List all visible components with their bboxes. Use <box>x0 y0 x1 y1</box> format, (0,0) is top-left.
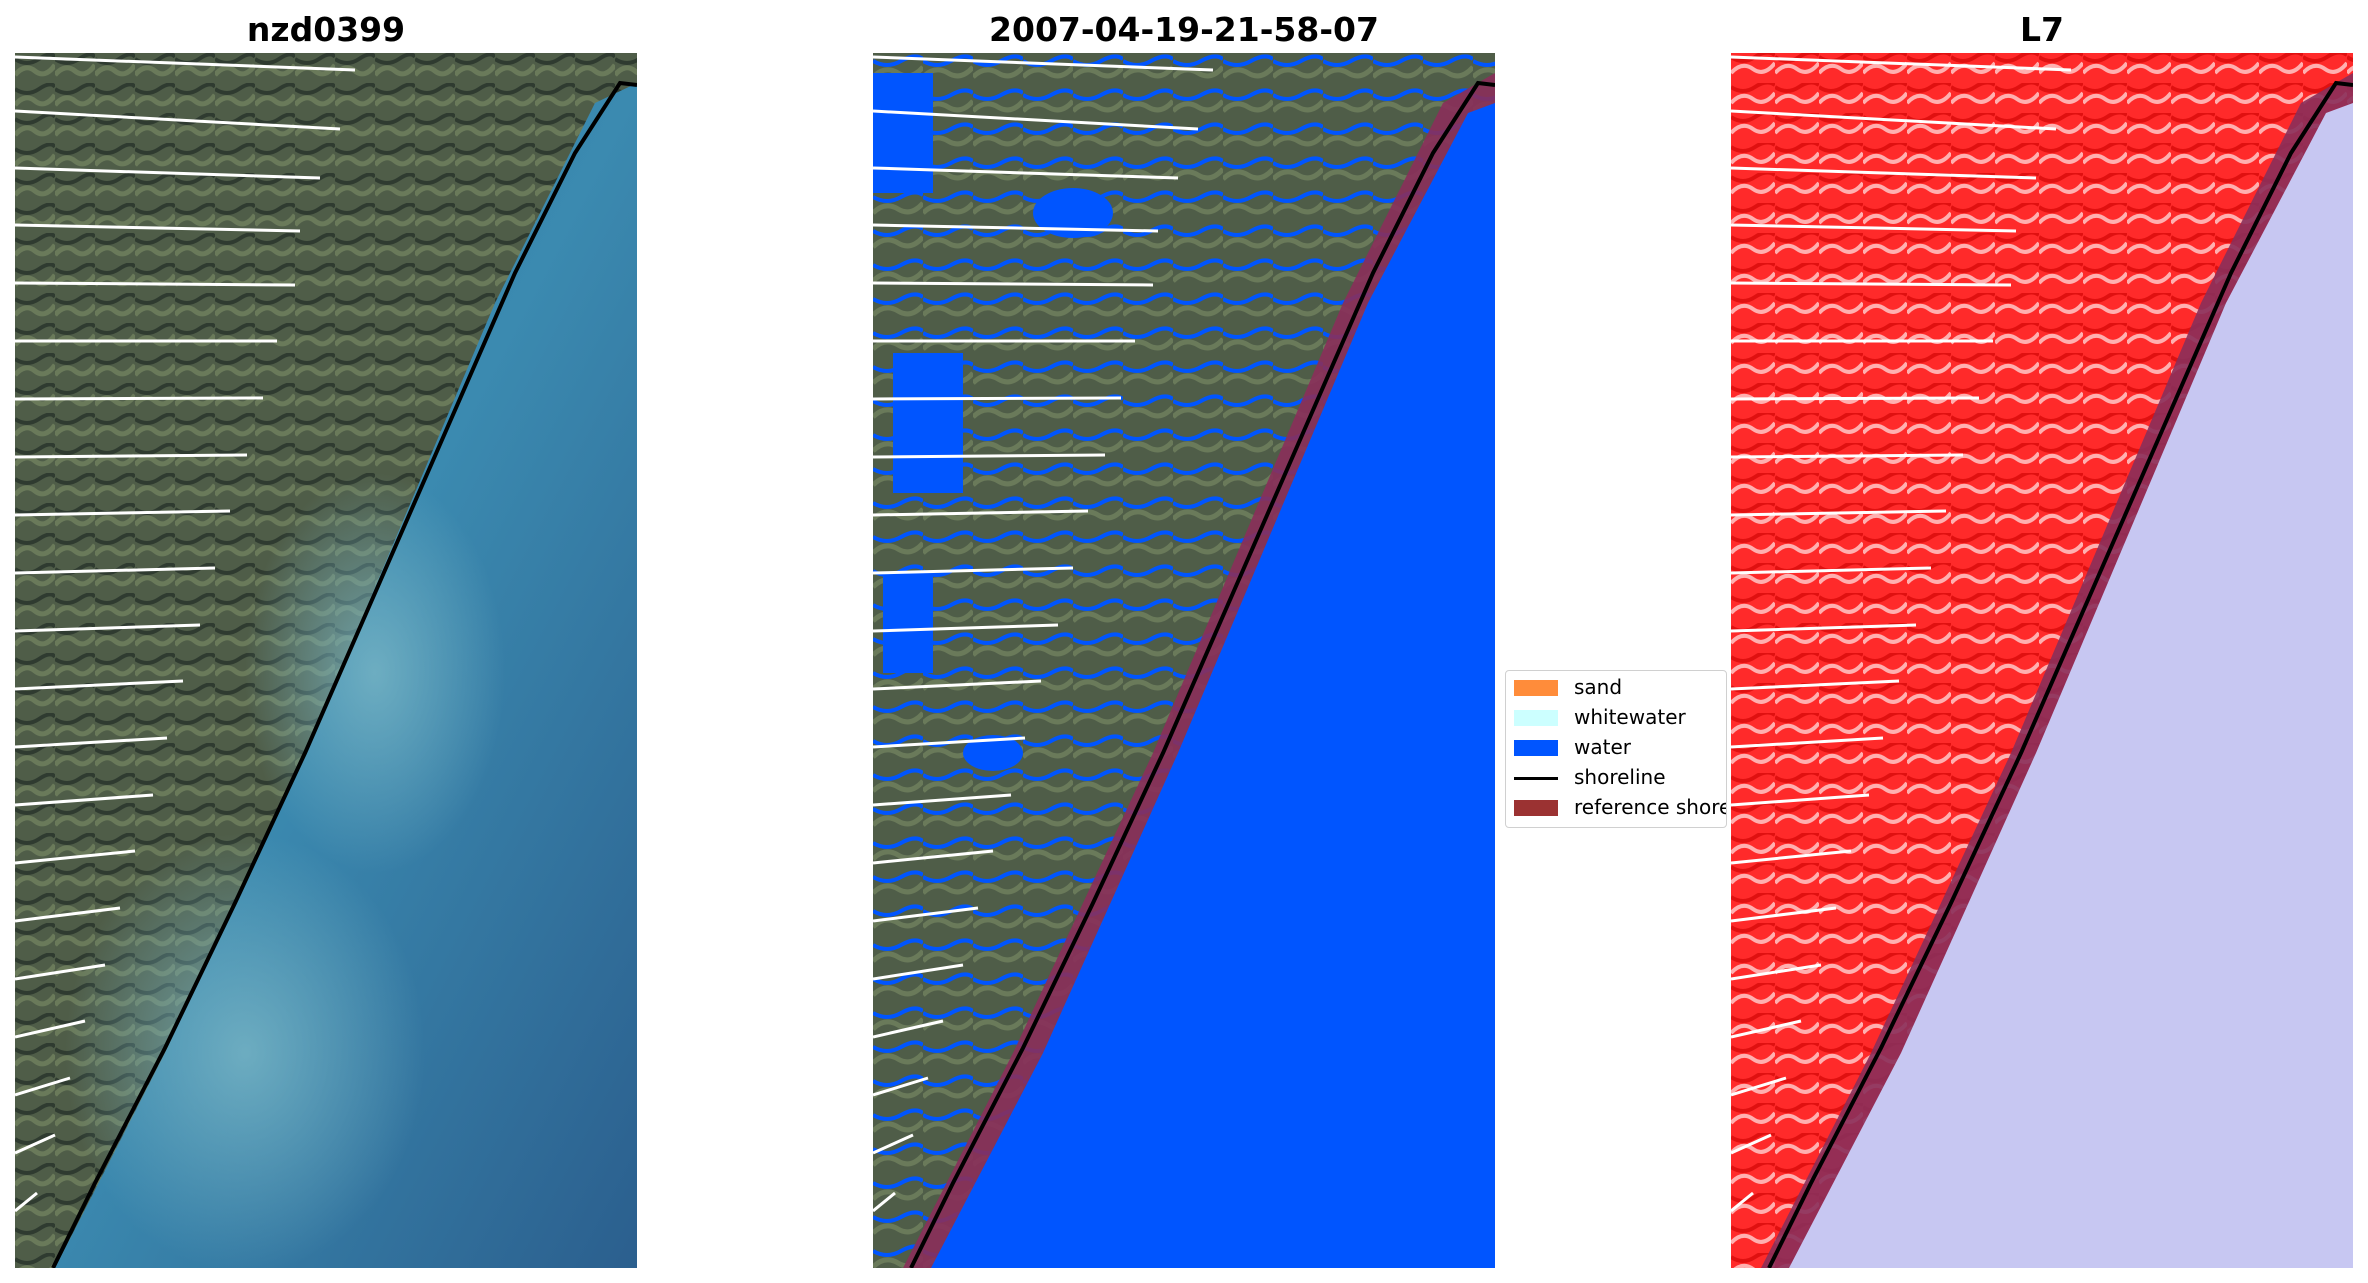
legend-item-reference-shoreline: reference shoreline <box>1514 793 1726 821</box>
shoreline <box>51 80 637 1268</box>
legend-label-reference-shoreline: reference shoreline <box>1574 795 1726 819</box>
legend-item-water: water <box>1514 733 1726 761</box>
classification-panel <box>873 53 1495 1268</box>
legend-item-sand: sand <box>1514 673 1726 701</box>
sand-swatch <box>1514 680 1558 696</box>
panel-3-title: L7 <box>2020 10 2064 49</box>
scan-gap-lines <box>15 55 356 1213</box>
rgb-image <box>15 53 637 1268</box>
legend-item-shoreline: shoreline <box>1514 763 1726 791</box>
shoreline-swatch <box>1514 777 1558 780</box>
legend-item-whitewater: whitewater <box>1514 703 1726 731</box>
reference-shoreline-swatch <box>1514 800 1558 816</box>
shoreline <box>1767 80 2353 1268</box>
shoreline <box>909 80 1495 1268</box>
panel-2-title: 2007-04-19-21-58-07 <box>989 10 1379 49</box>
mndwi-image <box>1731 53 2353 1268</box>
panel-1-title: nzd0399 <box>246 10 406 49</box>
legend-label-whitewater: whitewater <box>1574 705 1686 729</box>
legend-label-water: water <box>1574 735 1631 759</box>
rgb-image-panel <box>15 53 637 1268</box>
water-swatch <box>1514 740 1558 756</box>
classification-image <box>873 53 1495 1268</box>
legend: sand whitewater water shoreline referenc… <box>1505 670 1727 828</box>
legend-label-shoreline: shoreline <box>1574 765 1666 789</box>
mndwi-panel <box>1731 53 2353 1268</box>
legend-label-sand: sand <box>1574 675 1623 699</box>
whitewater-swatch <box>1514 710 1558 726</box>
